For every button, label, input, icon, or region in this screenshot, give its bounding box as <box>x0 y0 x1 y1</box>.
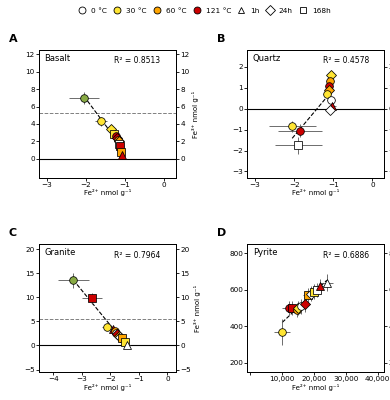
Text: R² = 0.4578: R² = 0.4578 <box>323 56 369 65</box>
Text: Pyrite: Pyrite <box>253 248 277 257</box>
Y-axis label: Fe³⁺ nmol g⁻¹: Fe³⁺ nmol g⁻¹ <box>192 90 199 138</box>
X-axis label: Fe²⁺ nmol g⁻¹: Fe²⁺ nmol g⁻¹ <box>292 189 339 196</box>
Text: Basalt: Basalt <box>44 54 71 63</box>
Text: B: B <box>217 34 225 44</box>
Text: Quartz: Quartz <box>253 54 281 63</box>
X-axis label: Fe²⁺ nmol g⁻¹: Fe²⁺ nmol g⁻¹ <box>84 384 131 390</box>
Y-axis label: Fe³⁺ nmol g⁻¹: Fe³⁺ nmol g⁻¹ <box>194 284 201 332</box>
X-axis label: Fe²⁺ nmol g⁻¹: Fe²⁺ nmol g⁻¹ <box>292 384 339 390</box>
Text: D: D <box>217 228 226 238</box>
Text: R² = 0.6886: R² = 0.6886 <box>323 251 369 260</box>
Text: C: C <box>9 228 17 238</box>
Text: A: A <box>9 34 18 44</box>
Text: Granite: Granite <box>44 248 76 257</box>
Text: R² = 0.7964: R² = 0.7964 <box>114 251 161 260</box>
Text: R² = 0.8513: R² = 0.8513 <box>114 56 160 65</box>
Legend: 0 °C, 30 °C, 60 °C, 121 °C, 1h, 24h, 168h: 0 °C, 30 °C, 60 °C, 121 °C, 1h, 24h, 168… <box>72 4 333 16</box>
X-axis label: Fe²⁺ nmol g⁻¹: Fe²⁺ nmol g⁻¹ <box>84 189 131 196</box>
